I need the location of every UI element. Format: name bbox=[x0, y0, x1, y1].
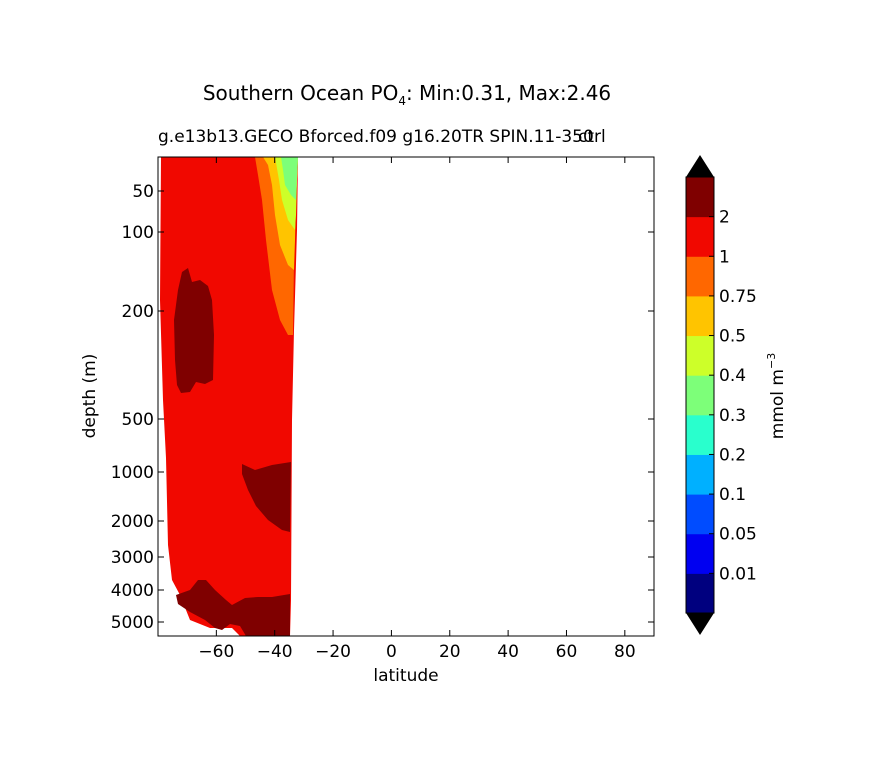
y-tick-label: 500 bbox=[122, 410, 154, 430]
colorbar-extend-min bbox=[686, 613, 714, 635]
colorbar-frame bbox=[685, 176, 715, 614]
colorbar-segment bbox=[686, 494, 714, 535]
colorbar-tick-label: 2 bbox=[719, 208, 730, 228]
x-tick-label: 20 bbox=[439, 642, 461, 662]
colorbar-segment bbox=[686, 573, 714, 614]
contour-field bbox=[160, 157, 298, 636]
colorbar-tick-label: 0.4 bbox=[719, 366, 746, 386]
colorbar-segment bbox=[686, 454, 714, 495]
x-axis-label: latitude bbox=[373, 666, 438, 686]
x-axis: −60 −40 −20 0 20 40 60 80 bbox=[198, 157, 636, 662]
contour-region-darkred-mid bbox=[242, 462, 291, 532]
colorbar-segment bbox=[686, 295, 714, 337]
x-tick-label: 40 bbox=[497, 642, 519, 662]
colorbar-segment bbox=[686, 335, 714, 376]
colorbar-tick-label: 0.2 bbox=[719, 445, 746, 465]
chart-subtitle-overlap: ctrl bbox=[578, 127, 606, 147]
colorbar-tick-label: 1 bbox=[719, 247, 730, 267]
colorbar-tick-label: 0.5 bbox=[719, 327, 746, 347]
colorbar-segment bbox=[686, 414, 714, 455]
y-tick-label: 5000 bbox=[111, 613, 154, 633]
y-tick-label: 1000 bbox=[111, 463, 154, 483]
y-axis-label: depth (m) bbox=[80, 354, 100, 439]
colorbar-label-base: mmol m bbox=[768, 369, 788, 439]
y-axis: 50 100 200 500 1000 2000 3000 4000 5000 bbox=[111, 182, 654, 633]
y-tick-label: 200 bbox=[122, 302, 154, 322]
colorbar-tick-label: 0.3 bbox=[719, 406, 746, 426]
x-tick-label: 80 bbox=[614, 642, 636, 662]
contour-region-darkred-upper bbox=[174, 268, 214, 393]
x-tick-label: 60 bbox=[556, 642, 578, 662]
contour-region-green bbox=[281, 157, 298, 200]
colorbar: 0.01 0.05 0.1 0.2 0.3 0.4 0.5 0.75 1 2 bbox=[685, 155, 757, 635]
colorbar-segment bbox=[686, 256, 714, 297]
colorbar-segment bbox=[686, 216, 714, 257]
colorbar-label-superscript: −3 bbox=[765, 353, 778, 369]
colorbar-extend-max bbox=[686, 155, 714, 177]
colorbar-segment bbox=[686, 177, 714, 218]
x-tick-label: −20 bbox=[315, 642, 351, 662]
chart-title: Southern Ocean PO4: Min:0.31, Max:2.46 bbox=[203, 81, 611, 108]
chart-title-suffix: : Min:0.31, Max:2.46 bbox=[406, 81, 611, 105]
colorbar-segment bbox=[686, 533, 714, 574]
chart-title-subscript: 4 bbox=[398, 94, 406, 108]
chart-title-prefix: Southern Ocean PO bbox=[203, 81, 398, 105]
colorbar-tick-label: 0.1 bbox=[719, 485, 746, 505]
x-tick-label: −60 bbox=[198, 642, 234, 662]
chart-subtitle: g.e13b13.GECO Bforced.f09 g16.20TR SPIN.… bbox=[158, 127, 594, 147]
y-tick-label: 2000 bbox=[111, 512, 154, 532]
colorbar-tick-label: 0.75 bbox=[719, 287, 757, 307]
y-tick-label: 100 bbox=[122, 223, 154, 243]
colorbar-tick-label: 0.05 bbox=[719, 525, 757, 545]
colorbar-segment bbox=[686, 375, 714, 416]
y-tick-label: 50 bbox=[132, 182, 154, 202]
contour-region-darkred-bottom bbox=[176, 580, 290, 636]
y-tick-label: 3000 bbox=[111, 548, 154, 568]
y-tick-label: 4000 bbox=[111, 581, 154, 601]
plot-frame bbox=[157, 156, 655, 637]
x-tick-label: −40 bbox=[257, 642, 293, 662]
x-tick-label: 0 bbox=[386, 642, 397, 662]
colorbar-tick-label: 0.01 bbox=[719, 564, 757, 584]
colorbar-label: mmol m−3 bbox=[765, 353, 788, 439]
contour-region-red bbox=[160, 157, 298, 636]
